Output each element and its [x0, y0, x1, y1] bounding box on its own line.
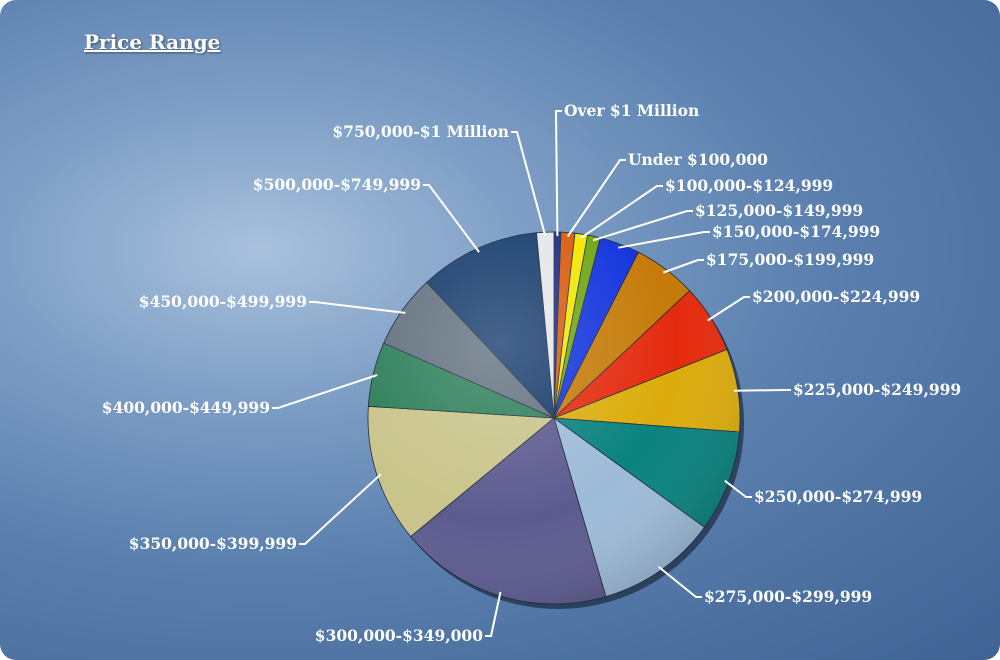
leader-line-10: [485, 591, 502, 637]
slice-label-14: $500,000-$749,999: [253, 175, 421, 194]
chart-title: Price Range: [84, 30, 221, 54]
leader-line-4: [618, 231, 710, 249]
leader-line-1: [566, 159, 626, 238]
slice-labels: Over $1 Million Under $100,000 $100,000-$1…: [102, 101, 961, 645]
leader-line-2: [580, 185, 663, 239]
leader-line-11: [299, 473, 382, 545]
leader-line-15: [511, 131, 547, 237]
slice-label-2: $100,000-$124,999: [665, 176, 833, 195]
leader-line-14: [423, 184, 480, 253]
slice-label-6: $200,000-$224,999: [752, 287, 920, 306]
leader-line-3: [592, 210, 693, 242]
leader-line-13: [309, 301, 406, 314]
slice-label-7: $225,000-$249,999: [793, 380, 961, 399]
leader-line-7: [733, 389, 791, 392]
slice-label-1: Under $100,000: [628, 150, 768, 169]
leader-line-0: [554, 110, 562, 237]
leader-line-9: [658, 566, 702, 598]
slice-label-3: $125,000-$149,999: [695, 201, 863, 220]
leader-line-6: [707, 296, 750, 322]
slice-label-9: $275,000-$299,999: [704, 587, 872, 606]
slice-label-15: $750,000-$1 Million: [332, 122, 509, 141]
leader-line-12: [272, 374, 378, 409]
pie-slices: [367, 231, 741, 605]
leader-line-8: [724, 479, 752, 498]
slice-label-13: $450,000-$499,999: [139, 292, 307, 311]
slice-label-12: $400,000-$449,999: [102, 398, 270, 417]
leader-line-5: [662, 259, 704, 274]
slice-label-4: $150,000-$174,999: [712, 222, 880, 241]
slice-label-0: Over $1 Million: [564, 101, 699, 120]
slice-label-5: $175,000-$199,999: [706, 250, 874, 269]
leader-lines: [272, 110, 791, 637]
slice-label-8: $250,000-$274,999: [754, 487, 922, 506]
slice-label-11: $350,000-$399,999: [129, 534, 297, 553]
slice-label-10: $300,000-$349,000: [315, 626, 483, 645]
